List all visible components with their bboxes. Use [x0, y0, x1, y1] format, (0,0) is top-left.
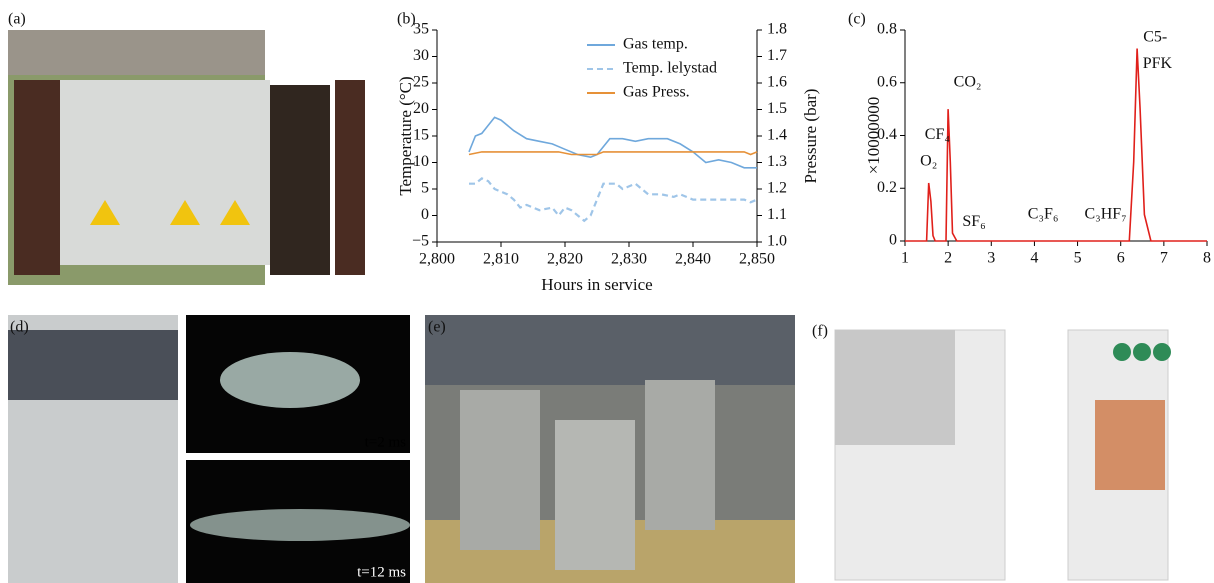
tank [555, 420, 635, 570]
bushing [1133, 343, 1151, 361]
arc [220, 352, 360, 408]
door [14, 80, 60, 275]
y-tick-label: 0.8 [877, 21, 897, 38]
y-tick-label: 25 [413, 74, 429, 91]
y-tick-label: 15 [413, 127, 429, 144]
caption: t=12 ms [357, 564, 406, 580]
y-tick-label: 30 [413, 47, 429, 64]
roof [8, 30, 265, 75]
bushing [1153, 343, 1171, 361]
panel-label: (e) [428, 319, 446, 336]
canvas: (a)(b)(c)(d)(e)(f)t=2 mst=12 ms2,8002,81… [0, 0, 1214, 583]
inner [270, 85, 330, 275]
caption: t=2 ms [365, 434, 407, 450]
x-tick-label: 6 [1117, 250, 1125, 267]
annotation: CF₄ [925, 126, 951, 143]
front-panel [835, 330, 955, 445]
door [335, 80, 365, 275]
y-tick-label: 20 [413, 100, 429, 117]
y-tick-label: 10 [413, 153, 429, 170]
y2-tick-label: 1.5 [767, 100, 787, 117]
y-tick-label: 0 [421, 206, 429, 223]
panel-label: (c) [848, 11, 866, 28]
panel-label: (f) [812, 323, 828, 340]
x-tick-label: 1 [901, 250, 909, 267]
x-tick-label: 7 [1160, 250, 1168, 267]
radiator [645, 380, 715, 530]
x-tick-label: 2,820 [547, 251, 583, 268]
ceiling [425, 315, 795, 385]
y-tick-label: 35 [413, 21, 429, 38]
y-tick-label: 0.2 [877, 179, 897, 196]
x-tick-label: 8 [1203, 250, 1211, 267]
y2-tick-label: 1.7 [767, 47, 787, 64]
y-tick-label: 0 [889, 232, 897, 249]
legend-label: Gas Press. [623, 84, 690, 101]
panel-label: (d) [10, 319, 29, 336]
y2-tick-label: 1.8 [767, 21, 787, 38]
figure: (a)(b)(c)(d)(e)(f)t=2 mst=12 ms2,8002,81… [0, 0, 1214, 583]
annotation: C₃HF₇ [1084, 205, 1126, 222]
y2-tick-label: 1.6 [767, 74, 787, 91]
x-tick-label: 2,840 [675, 251, 711, 268]
arc [190, 509, 410, 541]
radiator [460, 390, 540, 550]
series-line [469, 117, 757, 167]
annotation: SF₆ [962, 213, 985, 230]
legend-label: Temp. lelystad [623, 60, 717, 77]
y-tick-label: 5 [421, 180, 429, 197]
panel-label: (a) [8, 11, 26, 28]
series-line [469, 152, 757, 155]
y2-tick-label: 1.0 [767, 233, 787, 250]
x-tick-label: 2,800 [419, 251, 455, 268]
legend-label: Gas temp. [623, 36, 688, 53]
y2-tick-label: 1.2 [767, 180, 787, 197]
annotation: C₃F₆ [1028, 205, 1059, 222]
y2-tick-label: 1.1 [767, 206, 787, 223]
x-tick-label: 2,850 [739, 251, 775, 268]
y-tick-label: −5 [412, 233, 429, 250]
x-tick-label: 5 [1074, 250, 1082, 267]
x-axis-label: Hours in service [541, 275, 652, 294]
annotation: CO₂ [954, 73, 982, 90]
x-tick-label: 2,830 [611, 251, 647, 268]
x-tick-label: 2,810 [483, 251, 519, 268]
x-tick-label: 3 [987, 250, 995, 267]
x-tick-label: 4 [1030, 250, 1038, 267]
x-tick-label: 2 [944, 250, 952, 267]
cutaway [1095, 400, 1165, 490]
y2-tick-label: 1.4 [767, 127, 787, 144]
switchgear [60, 80, 270, 265]
series-line [469, 178, 757, 220]
panel-top [8, 330, 178, 400]
y-axis-label: Temperature (°C) [396, 76, 415, 195]
annotation: O₂ [920, 153, 937, 170]
bushing [1113, 343, 1131, 361]
annotation: PFK [1143, 55, 1173, 72]
y-tick-label: 0.6 [877, 73, 897, 90]
annotation: C5- [1143, 29, 1167, 46]
y-axis-label: ×10000000 [864, 97, 883, 175]
y2-tick-label: 1.3 [767, 153, 787, 170]
y2-axis-label: Pressure (bar) [801, 89, 820, 184]
